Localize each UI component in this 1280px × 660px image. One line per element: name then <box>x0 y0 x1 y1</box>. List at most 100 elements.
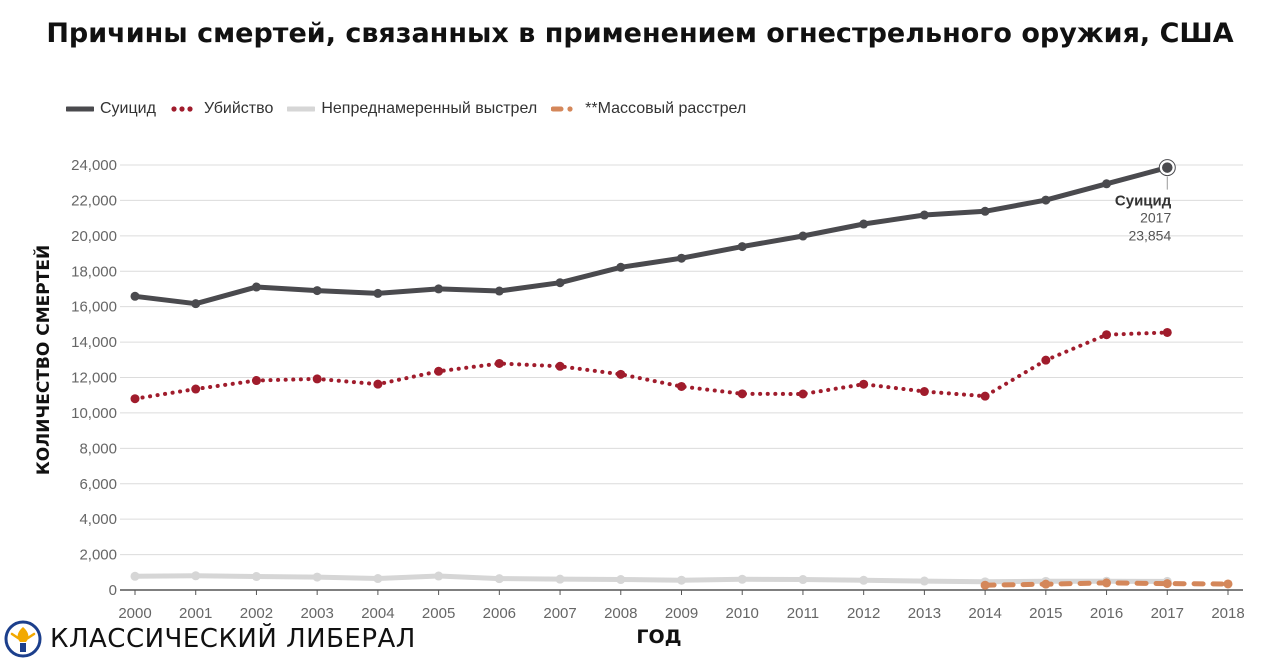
legend-label-homicide: Убийство <box>203 100 274 117</box>
y-tick-label: 12,000 <box>71 370 117 387</box>
x-tick-label: 2009 <box>665 605 698 622</box>
data-point <box>859 219 869 229</box>
data-point <box>1041 579 1051 589</box>
legend-item-suicide[interactable]: Суицид <box>66 100 156 118</box>
data-point <box>980 206 990 216</box>
series-line <box>132 573 1170 585</box>
data-point <box>434 366 444 376</box>
data-point <box>373 288 383 298</box>
annotation-series-label: Суицид <box>1115 193 1172 210</box>
y-tick-label: 16,000 <box>71 299 117 316</box>
data-point <box>677 575 686 585</box>
x-tick-label: 2006 <box>483 605 516 622</box>
data-point <box>737 389 747 399</box>
data-point <box>191 571 201 581</box>
data-point <box>1041 355 1051 365</box>
y-tick-label: 8,000 <box>79 440 117 457</box>
data-point <box>494 574 504 584</box>
data-point <box>494 358 504 368</box>
y-tick-label: 22,000 <box>71 192 117 209</box>
annotation-value: 23,854 <box>1128 228 1171 244</box>
series-line <box>132 165 1170 307</box>
legend-swatch-suicide <box>66 106 94 112</box>
y-tick-label: 18,000 <box>71 263 117 280</box>
x-tick-label: 2018 <box>1211 605 1244 622</box>
data-point <box>312 572 322 582</box>
x-tick-label: 2003 <box>300 605 333 622</box>
x-tick-label: 2011 <box>787 605 819 622</box>
data-point <box>798 389 808 399</box>
chart-legend: Суицид Убийство Непреднамеренный выстрел… <box>66 100 760 118</box>
data-point <box>191 384 201 394</box>
x-tick-label: 2016 <box>1090 605 1123 622</box>
data-point <box>616 369 626 379</box>
data-point <box>434 284 444 294</box>
data-point <box>555 574 565 584</box>
legend-swatch-homicide <box>171 106 193 112</box>
annotation-year: 2017 <box>1140 210 1171 226</box>
legend-swatch-unintentional <box>287 106 316 112</box>
x-tick-label: 2002 <box>240 605 273 622</box>
y-tick-label: 2,000 <box>79 547 117 564</box>
data-point <box>434 571 444 581</box>
y-tick-label: 0 <box>109 582 117 599</box>
data-point <box>251 282 261 292</box>
data-point <box>1162 327 1172 337</box>
x-axis-label: ГОД <box>636 626 682 648</box>
x-tick-label: 2015 <box>1029 605 1062 622</box>
data-point <box>373 574 383 584</box>
legend-label-suicide: Суицид <box>100 100 156 117</box>
y-tick-label: 10,000 <box>71 405 117 422</box>
chart-title: Причины смертей, связанных в применением… <box>46 18 1234 49</box>
data-point <box>798 231 808 241</box>
brand-logo: КЛАССИЧЕСКИЙ ЛИБЕРАЛ <box>4 620 416 658</box>
data-point <box>312 286 322 296</box>
data-point <box>494 286 504 296</box>
data-point <box>555 361 565 371</box>
brand-name: КЛАССИЧЕСКИЙ ЛИБЕРАЛ <box>50 624 416 654</box>
data-point <box>1102 179 1112 189</box>
data-point <box>130 394 140 404</box>
data-point <box>616 262 626 272</box>
legend-label-mass-shooting: **Массовый расстрел <box>585 100 747 117</box>
y-tick-label: 14,000 <box>71 334 117 351</box>
x-tick-label: 2005 <box>422 605 455 622</box>
data-point <box>130 571 140 581</box>
x-tick-label: 2010 <box>726 605 759 622</box>
legend-item-mass-shooting[interactable]: **Массовый расстрел <box>551 100 746 118</box>
data-point <box>1102 330 1112 340</box>
legend-item-unintentional[interactable]: Непреднамеренный выстрел <box>287 100 537 118</box>
data-point <box>737 574 747 584</box>
highlight-ring <box>1158 159 1176 177</box>
legend-swatch-mass-shooting <box>551 106 573 112</box>
data-point <box>1041 195 1051 205</box>
legend-label-unintentional: Непреднамеренный выстрел <box>321 100 538 117</box>
data-point <box>251 376 261 386</box>
data-point <box>980 391 990 401</box>
x-tick-label: 2012 <box>847 605 880 622</box>
x-tick-label: 2014 <box>968 605 1001 622</box>
data-point <box>1102 578 1112 588</box>
data-point <box>616 575 626 585</box>
x-tick-label: 2017 <box>1151 605 1184 622</box>
data-point <box>251 572 261 582</box>
data-point <box>919 387 929 397</box>
data-point <box>555 278 565 288</box>
x-tick-label: 2004 <box>361 605 394 622</box>
y-tick-label: 4,000 <box>79 511 117 528</box>
data-point <box>677 253 686 263</box>
data-point <box>859 575 869 585</box>
data-point <box>859 379 869 389</box>
data-point <box>677 381 686 391</box>
legend-item-homicide[interactable]: Убийство <box>170 100 273 118</box>
x-tick-label: 2001 <box>179 605 212 622</box>
series-line <box>133 330 1170 401</box>
x-tick-label: 2013 <box>908 605 941 622</box>
x-tick-label: 2008 <box>604 605 637 622</box>
x-tick-label: 2000 <box>118 605 151 622</box>
data-point <box>919 576 929 586</box>
data-point <box>798 575 808 585</box>
highlight-point <box>1159 159 1176 176</box>
data-point <box>191 299 201 309</box>
